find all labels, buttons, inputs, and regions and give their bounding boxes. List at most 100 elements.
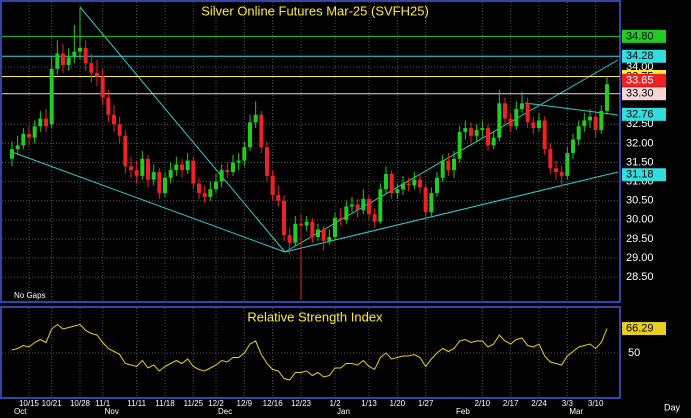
candle-body <box>571 139 575 153</box>
candle-body <box>95 72 99 77</box>
candle-body <box>38 118 43 127</box>
candle-body <box>129 166 133 171</box>
candle-body <box>89 63 94 73</box>
candle-body <box>265 147 269 176</box>
x-tick-label: 1/13 <box>361 399 377 408</box>
candle-body <box>378 189 383 222</box>
candle-body <box>542 120 547 150</box>
x-tick-label: 3/3 <box>562 399 574 408</box>
candle-body <box>474 130 479 136</box>
x-tick-label: 10/28 <box>70 399 91 408</box>
candle-body <box>106 97 111 115</box>
x-tick-label: 1/27 <box>418 399 434 408</box>
x-tick-label: 12/23 <box>291 399 312 408</box>
x-tick-label: 10/15 <box>19 399 40 408</box>
candle-body <box>605 84 609 111</box>
candle-body <box>576 126 581 140</box>
y-tick-label: 30.50 <box>626 195 654 207</box>
candle-body <box>32 126 37 138</box>
x-tick-label: 10/21 <box>42 399 63 408</box>
x-tick-label: 1/20 <box>390 399 406 408</box>
candle-body <box>514 109 519 127</box>
rsi-frame <box>0 306 621 399</box>
candle-body <box>548 149 553 169</box>
candle-body <box>242 147 247 161</box>
candle-body <box>15 145 20 150</box>
candle-body <box>185 160 190 171</box>
candle-body <box>123 135 128 167</box>
level-box <box>622 168 666 182</box>
rsi-value-box <box>622 322 666 336</box>
candle-body <box>21 133 26 146</box>
candle-body <box>49 68 54 125</box>
candle-body <box>361 198 366 211</box>
note: No Gaps <box>14 291 46 300</box>
level-box <box>622 73 666 87</box>
candle-body <box>559 172 564 176</box>
y-tick-label: 32.50 <box>626 118 654 130</box>
level-label: 34.28 <box>626 50 654 62</box>
candle-body <box>225 170 230 173</box>
candle-body <box>338 217 343 220</box>
candle-body <box>491 137 496 146</box>
trendlines <box>11 6 619 253</box>
candle-body <box>293 223 298 243</box>
candle-body <box>440 160 445 178</box>
candle-body <box>197 183 201 194</box>
candle-body <box>367 198 371 215</box>
candle-body <box>180 164 184 171</box>
level-box <box>622 49 666 63</box>
grid <box>2 2 620 398</box>
candle-body <box>44 118 48 127</box>
month-label: Nov <box>105 407 119 416</box>
candle-body <box>146 158 150 180</box>
candle-body <box>287 235 292 243</box>
y-tick-label: 34.00 <box>626 61 654 73</box>
candle-body <box>231 162 235 173</box>
x-tick-label: 2/10 <box>475 399 491 408</box>
candle-body <box>304 221 309 226</box>
price-frame <box>0 0 621 303</box>
x-tick-label: 2/24 <box>531 399 547 408</box>
candle-body <box>463 128 468 132</box>
x-tick-label: 11/25 <box>184 399 204 408</box>
candle-body <box>537 120 541 129</box>
candle-body <box>457 131 462 159</box>
candle-body <box>395 189 400 194</box>
candle-body <box>100 76 105 98</box>
candle-body <box>55 53 60 69</box>
candle-body <box>219 170 224 182</box>
candle-body <box>418 179 422 188</box>
candle-body <box>140 158 145 176</box>
candle-body <box>134 170 139 176</box>
y-tick-label: 32.00 <box>626 137 654 149</box>
candle-body <box>151 172 156 180</box>
candle-body <box>401 183 405 190</box>
candle-body <box>565 152 570 176</box>
level-label: 33.65 <box>626 74 654 86</box>
candle-body <box>486 128 490 146</box>
trendline <box>79 6 286 253</box>
candle-body <box>497 103 502 138</box>
candle-body <box>83 47 88 64</box>
x-tick-label: 3/10 <box>588 399 604 408</box>
candle-body <box>270 175 275 195</box>
candle-body <box>554 168 558 173</box>
candle-body <box>72 51 77 58</box>
rsi-value-label: 66.29 <box>626 322 654 334</box>
candle-body <box>157 172 162 194</box>
candle-body <box>174 164 179 171</box>
level-box <box>622 107 666 121</box>
candle-body <box>321 229 326 241</box>
y-tick-label: 31.50 <box>626 156 654 168</box>
x-tick-label: 2/17 <box>503 399 519 408</box>
chart-title: Silver Online Futures Mar-25 (SVFH25) <box>201 3 429 18</box>
candle-body <box>78 47 82 52</box>
candle-body <box>282 200 286 236</box>
candle-body <box>248 122 252 148</box>
candle-body <box>406 183 411 186</box>
rsi-title: Relative Strength Index <box>247 309 383 324</box>
candle-body <box>259 114 264 148</box>
x-tick-label: 12/2 <box>208 399 224 408</box>
